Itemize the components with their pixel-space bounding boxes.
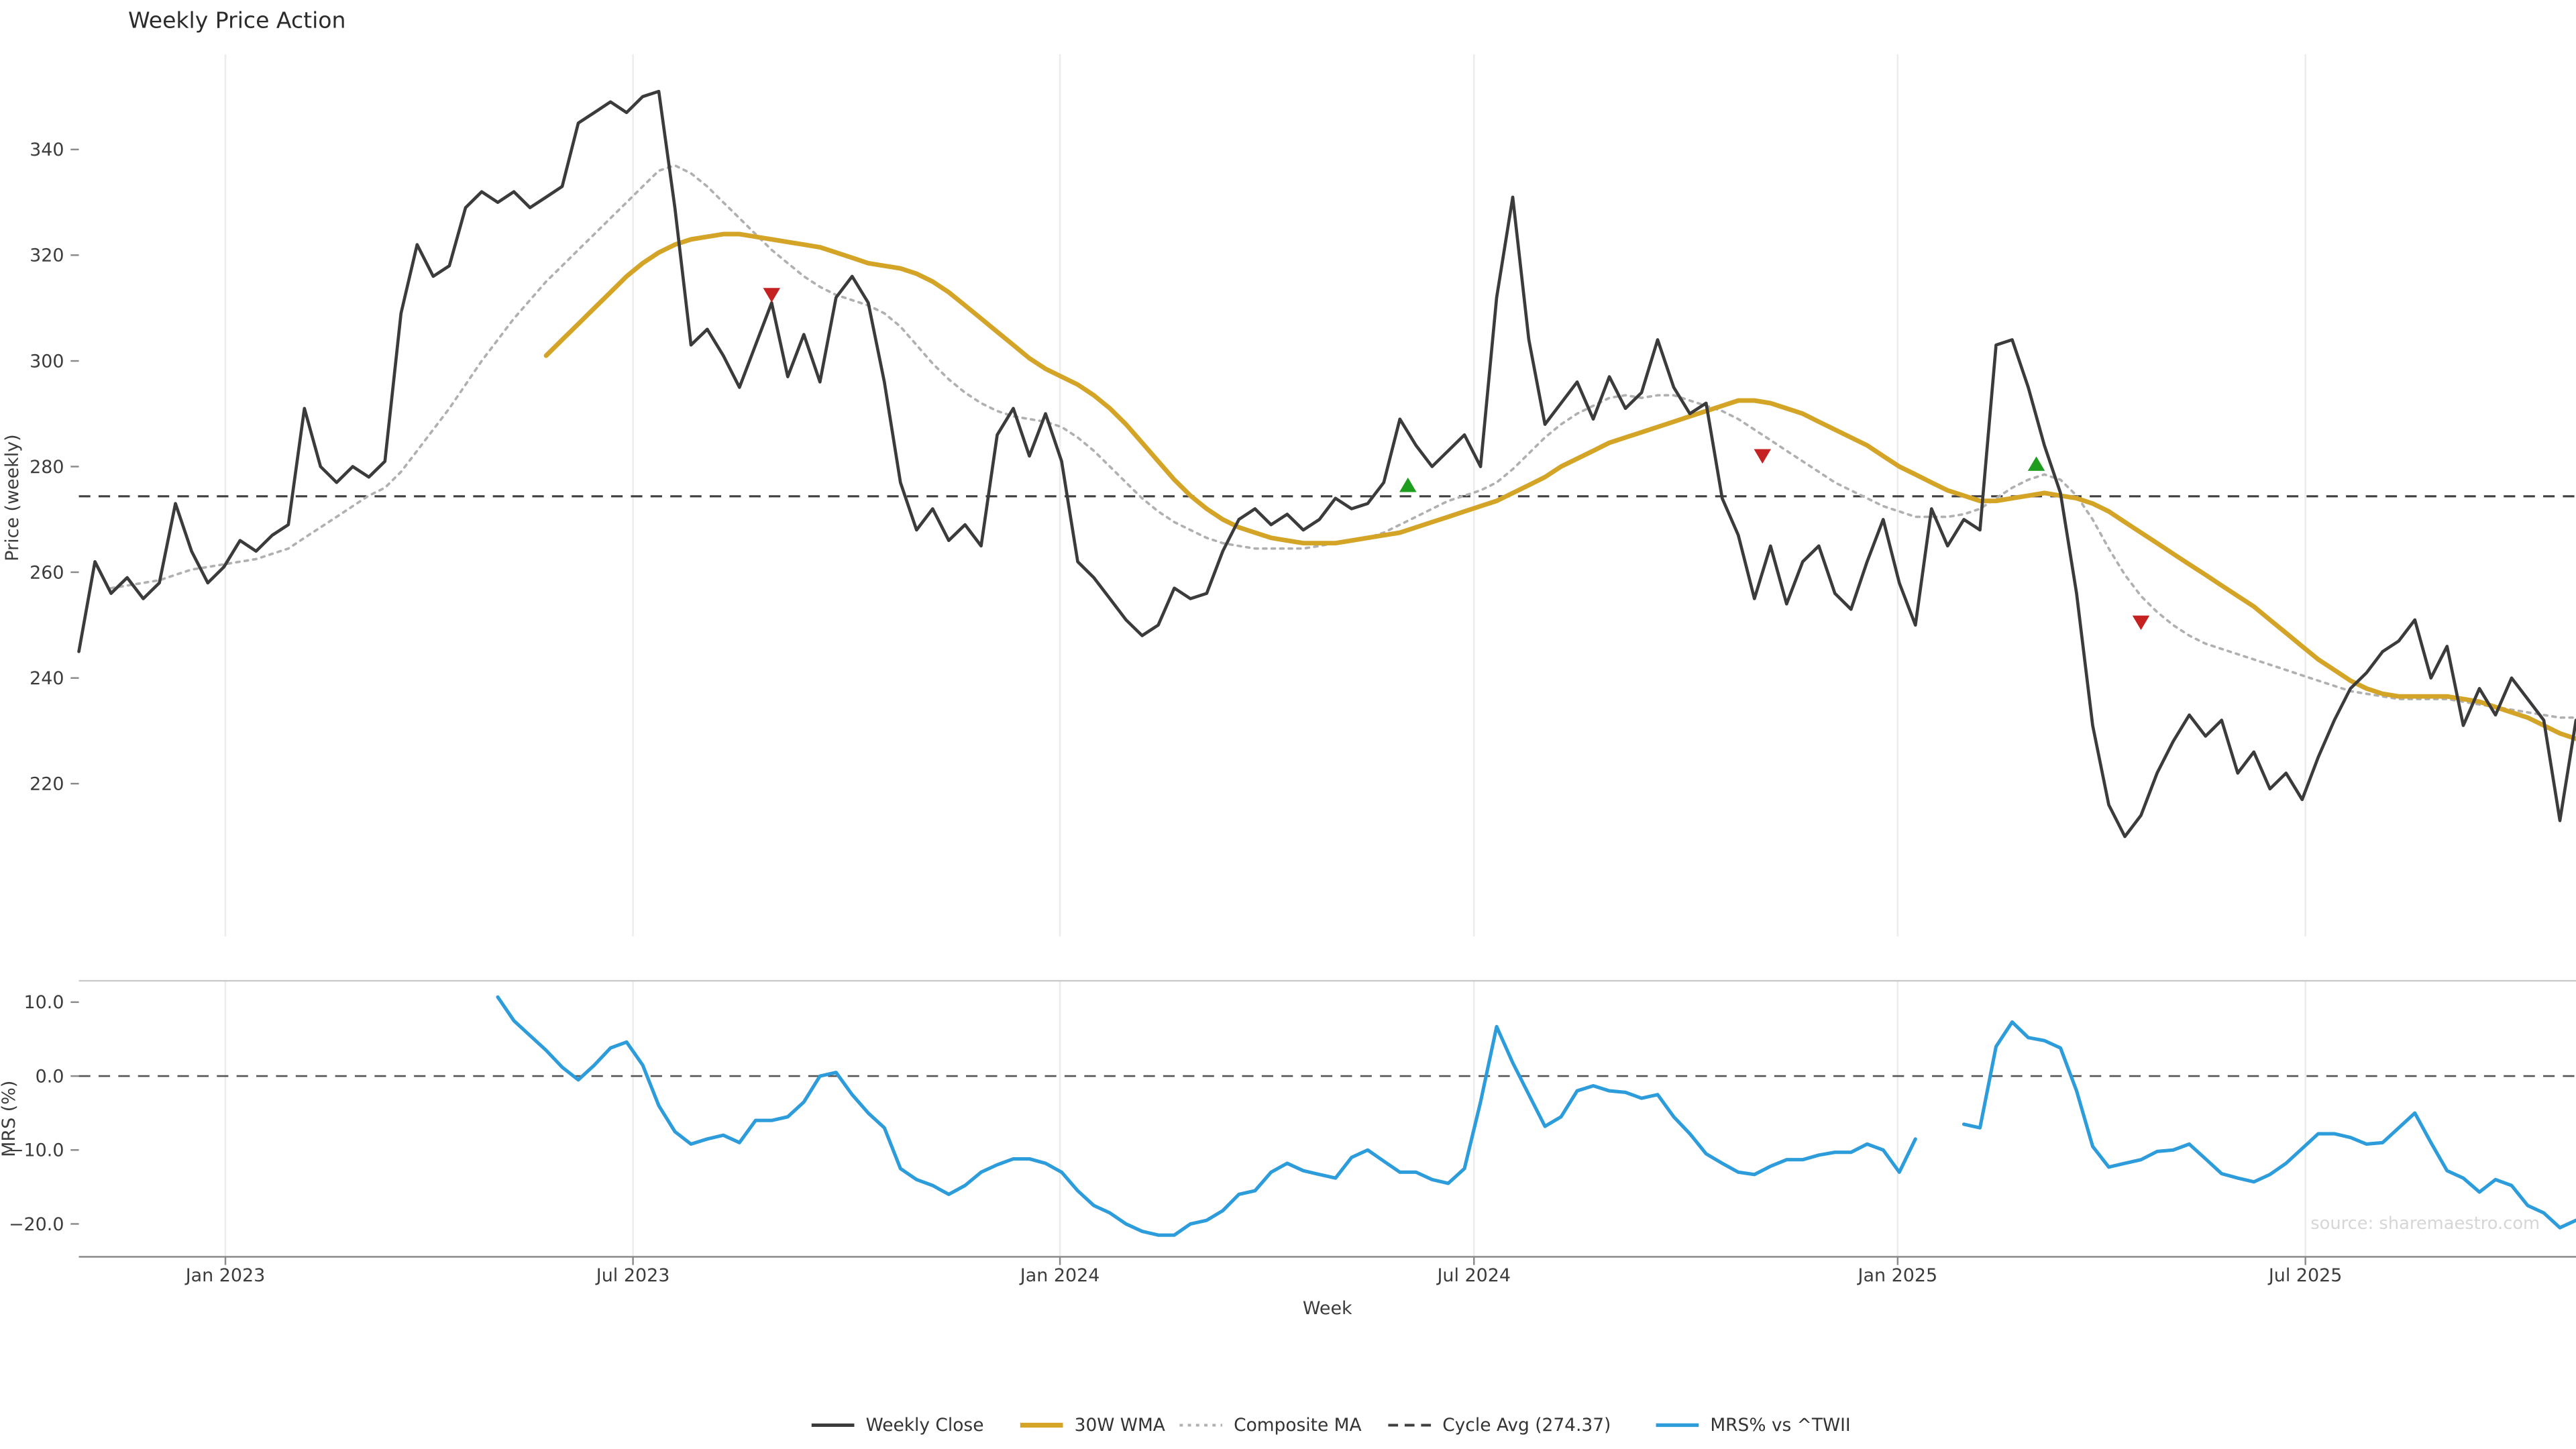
legend-item-wma: 30W WMA: [1020, 1415, 1165, 1436]
plot-area: Jan 2023 Jul 2023 Jan 2024 Jul 2024 Jan 2025…: [9, 54, 2576, 1286]
legend-item-label: 30W WMA: [1075, 1415, 1165, 1436]
price-axis-label: Price (weekly): [2, 434, 23, 561]
x-tick-label: Jan 2023: [184, 1265, 266, 1286]
buy-signal-marker: [2027, 456, 2045, 471]
price-tick-label: 220: [30, 773, 64, 794]
mrs-line: [496, 995, 2576, 1237]
sell-signal-marker: [763, 288, 781, 303]
legend-item-label: Composite MA: [1234, 1415, 1361, 1436]
price-tick-label: 340: [30, 140, 64, 160]
price-tick-label: 240: [30, 668, 64, 689]
mrs-tick-label: −10.0: [9, 1140, 64, 1161]
legend-item-composite: Composite MA: [1179, 1415, 1362, 1436]
legend-item-close: Weekly Close: [811, 1415, 984, 1436]
x-tick-label: Jan 2024: [1019, 1265, 1100, 1286]
wma-line: [543, 231, 2576, 741]
source-watermark: source: sharemaestro.com: [2310, 1214, 2540, 1234]
close-line: [77, 89, 2576, 839]
buy-signal-marker: [1399, 477, 1417, 492]
legend-item-mrs: MRS% vs ^TWII: [1656, 1415, 1851, 1436]
sell-signal-marker: [1754, 449, 1771, 464]
mrs-axis-label: MRS (%): [0, 1081, 19, 1157]
chart-legend: Weekly Close 30W WMA Composite MA Cycle Avg…: [811, 1415, 1851, 1436]
legend-item-cycle: Cycle Avg (274.37): [1388, 1415, 1611, 1436]
chart-title: Weekly Price Action: [128, 7, 345, 34]
x-tick-label: Jul 2023: [595, 1265, 670, 1286]
x-tick-label: Jul 2025: [2267, 1265, 2343, 1286]
sell-signal-marker: [2132, 615, 2150, 631]
price-tick-label: 280: [30, 457, 64, 478]
legend-item-label: MRS% vs ^TWII: [1710, 1415, 1850, 1436]
price-tick-label: 260: [30, 562, 64, 583]
x-axis-label: Week: [1303, 1298, 1352, 1319]
legend-item-label: Cycle Avg (274.37): [1442, 1415, 1611, 1436]
price-tick-label: 320: [30, 246, 64, 266]
legend-item-label: Weekly Close: [866, 1415, 984, 1436]
mrs-tick-label: −20.0: [9, 1214, 64, 1235]
composite-line: [109, 164, 2576, 719]
x-tick-label: Jan 2025: [1857, 1265, 1938, 1286]
price-tick-label: 300: [30, 351, 64, 372]
mrs-tick-label: 10.0: [24, 992, 64, 1013]
x-tick-label: Jul 2024: [1436, 1265, 1511, 1286]
mrs-tick-label: 0.0: [36, 1066, 64, 1087]
